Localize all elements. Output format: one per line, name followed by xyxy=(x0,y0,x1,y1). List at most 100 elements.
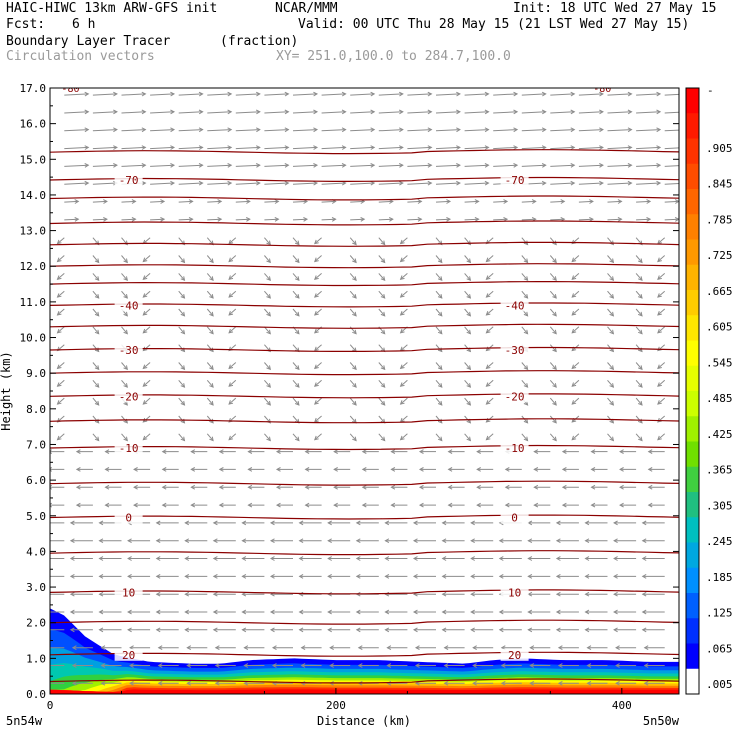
wind-vector-head xyxy=(466,383,472,388)
wind-vector-head xyxy=(437,258,443,264)
wind-vector-head xyxy=(294,293,300,299)
wind-vector-head xyxy=(228,364,234,370)
wind-vector-head xyxy=(384,609,390,615)
wind-vector-head xyxy=(212,556,218,561)
wind-vector xyxy=(92,433,100,441)
wind-vector-head xyxy=(141,127,147,133)
wind-vector-head xyxy=(314,311,319,316)
tracer-band-10 xyxy=(50,689,679,694)
wind-vector-head xyxy=(170,91,176,97)
wind-vector xyxy=(57,308,65,316)
wind-vector xyxy=(64,129,89,132)
wind-vector-head xyxy=(470,520,475,526)
wind-vector-head xyxy=(69,556,75,561)
wind-vector xyxy=(636,218,651,221)
wind-vector xyxy=(549,255,557,263)
y-tick-label: 3.0 xyxy=(26,581,46,594)
wind-vector-head xyxy=(314,400,319,405)
wind-vector-head xyxy=(75,484,81,490)
wind-vector-head xyxy=(269,573,275,579)
wind-vector-head xyxy=(541,145,547,150)
wind-vector-head xyxy=(190,484,196,490)
colorbar-label: .725 xyxy=(706,249,733,262)
wind-vector-head xyxy=(380,383,386,388)
wind-vector xyxy=(493,111,518,114)
wind-vector-head xyxy=(523,418,529,424)
wind-vector-head xyxy=(241,627,247,633)
wind-vector xyxy=(264,290,271,299)
colorbar-label: .425 xyxy=(706,428,733,441)
wind-vector xyxy=(206,379,214,388)
wind-vector xyxy=(400,362,408,369)
wind-vector-head xyxy=(131,217,137,222)
wind-vector-head xyxy=(552,418,557,424)
wind-vector-head xyxy=(571,293,577,298)
wind-vector xyxy=(121,362,128,370)
wind-vector xyxy=(378,182,403,185)
wind-vector-head xyxy=(113,145,118,150)
wind-vector-head xyxy=(123,436,128,442)
wind-vector xyxy=(636,200,651,203)
wind-vector xyxy=(292,273,300,281)
wind-vector xyxy=(378,273,386,281)
wind-vector-head xyxy=(380,276,386,281)
wind-vector-head xyxy=(412,538,418,544)
wind-vector xyxy=(206,255,214,263)
wind-vector xyxy=(292,362,300,370)
contour-line xyxy=(50,263,679,269)
wind-vector-head xyxy=(142,382,148,387)
contour-label-bg xyxy=(500,344,529,357)
wind-vector-head xyxy=(443,645,449,651)
wind-vector xyxy=(264,218,279,221)
y-tick-label: 0.0 xyxy=(26,688,46,701)
colorbar-frame xyxy=(685,87,700,695)
wind-vector xyxy=(178,290,185,299)
wind-vector-head xyxy=(255,127,261,133)
wind-vector xyxy=(664,165,679,167)
wind-vector-head xyxy=(314,293,319,298)
wind-vector-head xyxy=(412,609,418,615)
wind-vector xyxy=(207,129,232,132)
wind-vector xyxy=(228,290,237,298)
contour-line-labeled xyxy=(50,176,679,182)
wind-vector-head xyxy=(228,293,234,298)
wind-vector-head xyxy=(184,627,190,633)
wind-vector-head xyxy=(657,328,662,334)
wind-vector-head xyxy=(555,627,561,633)
wind-vector-head xyxy=(399,364,405,370)
wind-vector-head xyxy=(327,573,332,579)
wind-vector xyxy=(264,433,271,441)
wind-vector-head xyxy=(314,239,319,245)
y-tick-label: 14.0 xyxy=(20,189,47,202)
wind-vector-head xyxy=(141,145,147,150)
wind-vector-head xyxy=(615,645,620,651)
wind-vector-head xyxy=(552,258,557,264)
wind-vector xyxy=(435,290,443,299)
wind-vector-head xyxy=(284,145,290,150)
wind-vector-head xyxy=(476,467,481,472)
wind-vector-head xyxy=(209,329,214,335)
wind-vector xyxy=(178,146,203,150)
wind-vector-head xyxy=(127,627,132,633)
wind-vector-head xyxy=(388,217,394,222)
wind-vector-head xyxy=(69,520,75,526)
wind-vector-head xyxy=(609,383,615,388)
wind-vector-head xyxy=(441,627,447,633)
contour-label-top-left: -80 xyxy=(61,84,79,95)
wind-vector xyxy=(228,397,237,405)
wind-vector-head xyxy=(552,276,557,281)
wind-vector xyxy=(292,237,300,245)
wind-vector-head xyxy=(304,502,310,508)
wind-vector-head xyxy=(466,365,472,371)
wind-vector-head xyxy=(294,436,300,442)
contour-label-bg xyxy=(500,511,529,524)
wind-vector xyxy=(464,129,489,132)
wind-vector-head xyxy=(504,502,510,508)
wind-vector-head xyxy=(657,311,662,316)
wind-vector-head xyxy=(485,382,491,387)
wind-vector-head xyxy=(541,163,547,168)
wind-vector-head xyxy=(527,556,533,561)
wind-vector xyxy=(292,200,308,203)
colorbar-swatch xyxy=(686,441,699,468)
wind-vector-head xyxy=(84,109,90,115)
